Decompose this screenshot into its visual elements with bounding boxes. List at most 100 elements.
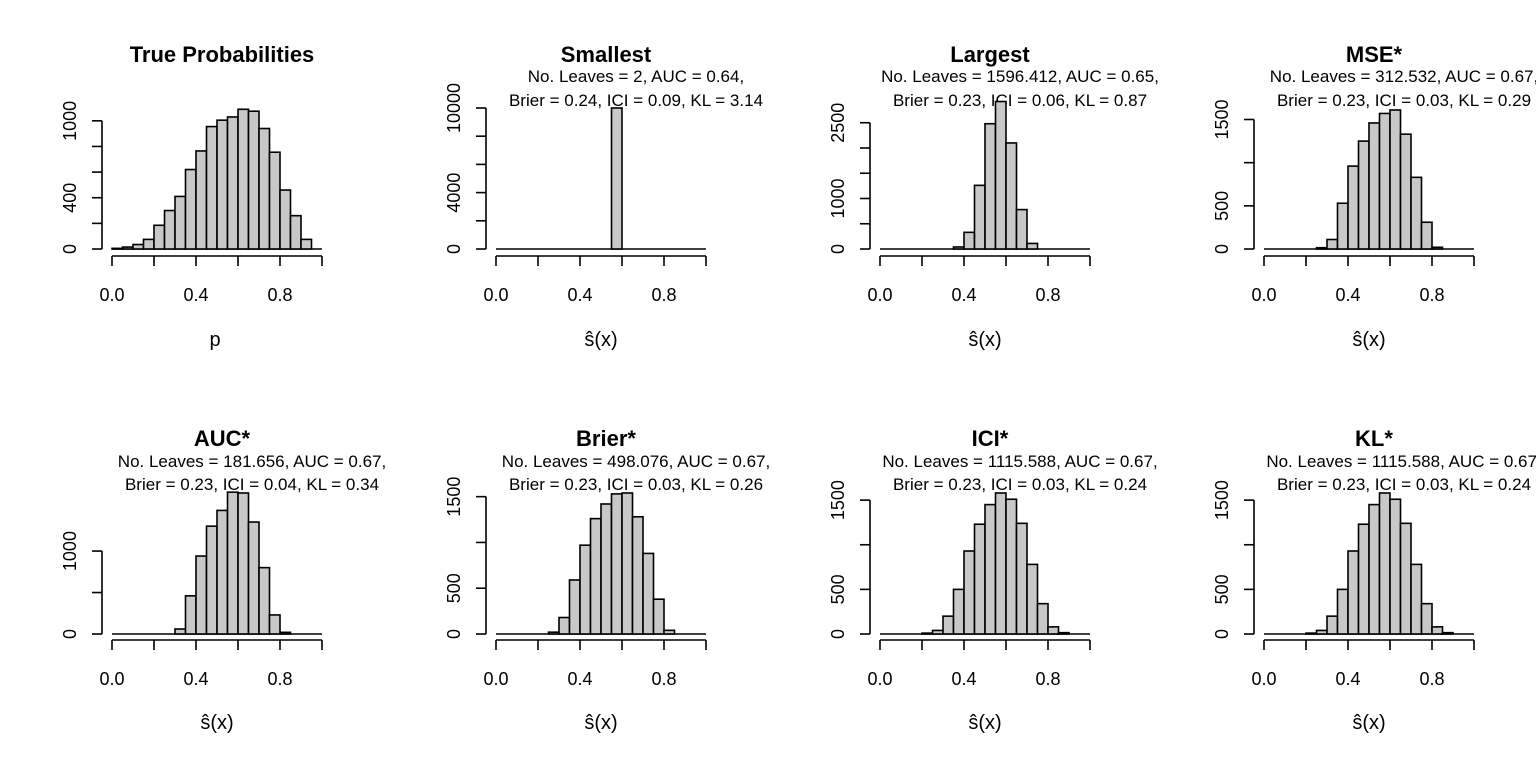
panel-title: Largest: [950, 42, 1030, 67]
x-tick-label: 0.4: [567, 285, 592, 305]
histogram-bar: [984, 122, 997, 250]
histogram-bar: [963, 550, 976, 635]
histogram-bar: [279, 189, 292, 250]
histogram-bar: [1420, 221, 1433, 250]
panel-subtitle-line: Brier = 0.24, ICI = 0.09, KL = 3.14: [509, 91, 763, 110]
x-axis-label: ŝ(x): [968, 712, 1001, 734]
y-tick-label: 1500: [444, 477, 464, 517]
panel-subtitle-line: No. Leaves = 181.656, AUC = 0.67,: [118, 452, 386, 471]
x-axis-label: ŝ(x): [968, 329, 1001, 351]
histogram-bar: [1305, 632, 1318, 635]
histogram-bar: [111, 247, 124, 250]
histogram-bar: [547, 631, 560, 635]
panel-title: Brier*: [576, 426, 636, 451]
y-tick-label: 0: [60, 629, 80, 639]
panel-6: Brier*No. Leaves = 498.076, AUC = 0.67, B…: [444, 426, 770, 734]
panel-title: Smallest: [561, 42, 652, 67]
panel-subtitle-line: Brier = 0.23, ICI = 0.04, KL = 0.34: [125, 475, 379, 494]
y-tick-label: 1500: [1212, 480, 1232, 520]
panel-title: ICI*: [972, 426, 1009, 451]
panel-subtitle-line: No. Leaves = 1596.412, AUC = 0.65,: [881, 67, 1159, 86]
x-tick-label: 0.0: [99, 669, 124, 689]
histogram-bar: [1336, 588, 1349, 635]
x-tick-label: 0.4: [1335, 669, 1360, 689]
histogram-bar: [1015, 522, 1028, 635]
histogram-bar: [994, 100, 1007, 250]
panel-title: True Probabilities: [130, 42, 315, 67]
histogram-bar: [952, 246, 965, 250]
histogram-bar: [279, 631, 292, 635]
panel-subtitle-line: Brier = 0.23, ICI = 0.03, KL = 0.26: [509, 475, 763, 494]
histogram-bar: [237, 108, 250, 250]
histogram-bar: [268, 151, 281, 250]
x-tick-label: 0.8: [1035, 669, 1060, 689]
x-tick-label: 0.4: [951, 285, 976, 305]
histogram-bar: [973, 523, 986, 635]
x-tick-label: 0.0: [867, 285, 892, 305]
x-tick-label: 0.8: [1035, 285, 1060, 305]
y-tick-label: 0: [828, 629, 848, 639]
histogram-bar: [205, 525, 218, 635]
panel-title: MSE*: [1346, 42, 1403, 67]
x-tick-label: 0.8: [1419, 669, 1444, 689]
x-tick-label: 0.8: [651, 285, 676, 305]
histogram-bar: [226, 491, 239, 635]
histogram-bar: [247, 521, 260, 635]
histogram-bar: [132, 243, 145, 250]
x-tick-label: 0.8: [1419, 285, 1444, 305]
histogram-bar: [1357, 140, 1370, 250]
panel-subtitle-line: No. Leaves = 2, AUC = 0.64,: [528, 67, 744, 86]
histogram-bar: [1026, 563, 1039, 635]
panel-8: KL*No. Leaves = 1115.588, AUC = 0.67, Bri…: [1212, 426, 1536, 734]
histogram-bar: [184, 595, 197, 635]
histogram-bar: [663, 629, 676, 635]
histogram-bar: [195, 150, 208, 250]
histogram-bar: [1326, 238, 1339, 250]
x-tick-label: 0.8: [651, 669, 676, 689]
histogram-bar: [300, 238, 313, 250]
histogram-bar: [1315, 629, 1328, 635]
x-tick-label: 0.8: [267, 285, 292, 305]
histogram-bar: [258, 566, 271, 635]
histogram-bar: [216, 509, 229, 635]
y-tick-label: 0: [828, 244, 848, 254]
x-tick-label: 0.4: [183, 669, 208, 689]
x-tick-label: 0.4: [1335, 285, 1360, 305]
x-tick-label: 0.0: [867, 669, 892, 689]
y-tick-label: 0: [1212, 244, 1232, 254]
x-tick-label: 0.0: [1251, 285, 1276, 305]
histogram-bar: [1347, 550, 1360, 635]
histogram-bar: [568, 579, 581, 635]
x-tick-label: 0.0: [483, 669, 508, 689]
panel-subtitle-line: No. Leaves = 1115.588, AUC = 0.67,: [1266, 452, 1536, 471]
histogram-bar: [1336, 202, 1349, 250]
histogram-bar: [216, 119, 229, 250]
histogram-bar: [289, 214, 302, 250]
histogram-bar: [942, 615, 955, 635]
y-tick-label: 1000: [60, 101, 80, 141]
histogram-bar: [610, 493, 623, 635]
histogram-bar: [921, 632, 934, 635]
y-tick-label: 1000: [60, 531, 80, 571]
histogram-bar: [994, 492, 1007, 635]
histogram-bar: [1036, 602, 1049, 635]
y-tick-label: 1000: [828, 178, 848, 218]
histogram-bar: [631, 516, 644, 635]
histogram-bar: [1005, 142, 1018, 250]
histogram-bar: [610, 107, 623, 250]
histogram-bar: [1389, 498, 1402, 635]
y-tick-label: 0: [60, 244, 80, 254]
y-tick-label: 10000: [444, 83, 464, 133]
histogram-bar: [1420, 602, 1433, 635]
histogram-bar: [258, 127, 271, 250]
y-tick-label: 500: [1212, 191, 1232, 221]
y-tick-label: 400: [60, 183, 80, 213]
histogram-bar: [579, 544, 592, 635]
panel-1: True Probabilities 0.0 0.4 0.8 p 0 400 1000: [60, 42, 323, 351]
panel-subtitle-line: Brier = 0.23, ICI = 0.03, KL = 0.24: [1277, 475, 1531, 494]
histogram-bar: [1410, 176, 1423, 250]
histogram-bar: [184, 168, 197, 250]
histogram-bar: [205, 125, 218, 250]
